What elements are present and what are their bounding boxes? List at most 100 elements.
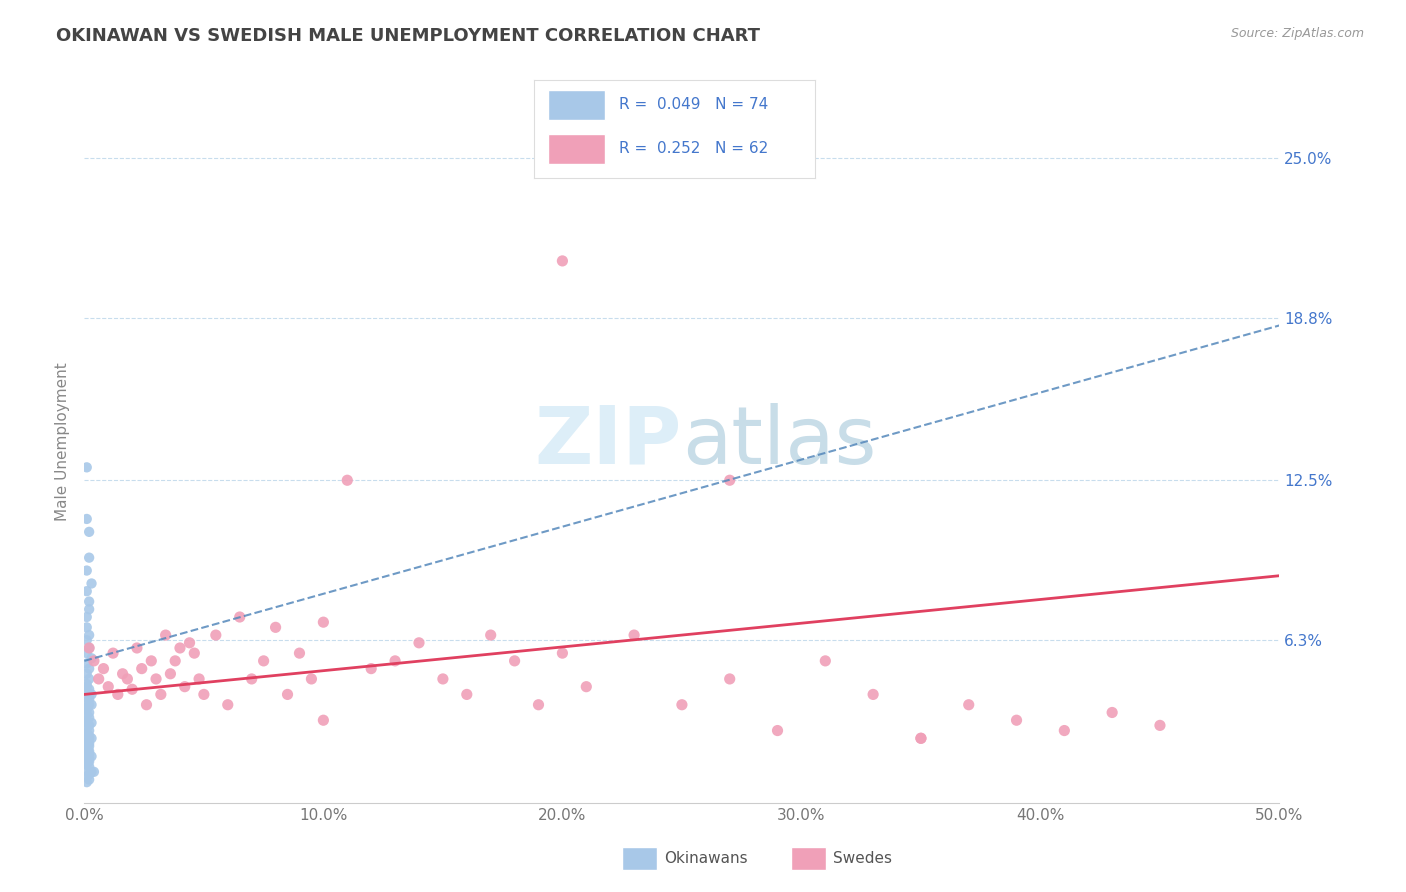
Point: [77, 760, 100, 774]
Point: [432, 672, 454, 686]
Point: [551, 254, 574, 268]
Point: [551, 646, 574, 660]
Point: [76, 666, 98, 681]
Point: [76, 726, 98, 740]
Point: [76, 775, 98, 789]
Point: [80, 576, 103, 591]
Point: [77, 550, 100, 565]
Point: [76, 703, 98, 717]
Point: [766, 723, 789, 738]
Point: [408, 636, 430, 650]
Point: [76, 741, 98, 756]
Point: [957, 698, 980, 712]
Point: [77, 602, 100, 616]
Point: [76, 736, 98, 750]
Point: [77, 739, 100, 753]
Point: [149, 687, 172, 701]
Point: [77, 736, 100, 750]
Point: [80, 731, 103, 746]
Point: [76, 744, 98, 758]
Point: [77, 594, 100, 608]
Text: Okinawans: Okinawans: [664, 852, 748, 866]
Point: [205, 628, 228, 642]
Point: [107, 687, 129, 701]
Point: [173, 680, 195, 694]
Point: [277, 687, 299, 701]
Point: [159, 666, 181, 681]
Point: [503, 654, 526, 668]
Point: [76, 757, 98, 772]
Point: [76, 512, 98, 526]
Point: [165, 654, 187, 668]
Point: [97, 680, 120, 694]
Point: [77, 744, 100, 758]
Point: [101, 646, 124, 660]
Point: [125, 640, 148, 655]
Point: [77, 767, 100, 781]
Point: [76, 749, 98, 764]
Point: [77, 718, 100, 732]
Point: [253, 654, 276, 668]
Point: [76, 690, 98, 704]
Point: [76, 657, 98, 671]
Point: [301, 672, 323, 686]
Point: [76, 731, 98, 746]
Point: [527, 698, 550, 712]
Point: [76, 584, 98, 599]
Point: [77, 692, 100, 706]
Point: [1149, 718, 1171, 732]
Point: [135, 698, 157, 712]
Point: [77, 706, 100, 720]
Point: [76, 646, 98, 660]
Point: [336, 473, 359, 487]
Point: [76, 680, 98, 694]
Point: [77, 640, 100, 655]
Point: [111, 666, 134, 681]
Point: [910, 731, 932, 746]
Point: [80, 687, 103, 701]
Point: [76, 708, 98, 723]
Point: [479, 628, 502, 642]
Point: [456, 687, 478, 701]
Point: [77, 687, 100, 701]
Point: [76, 741, 98, 756]
Point: [77, 524, 100, 539]
Point: [77, 662, 100, 676]
Bar: [548, 90, 605, 120]
Point: [575, 680, 598, 694]
Point: [240, 672, 263, 686]
Point: [814, 654, 837, 668]
Point: [141, 654, 163, 668]
Point: [76, 713, 98, 727]
Point: [93, 662, 115, 676]
Point: [183, 646, 205, 660]
Point: [179, 636, 201, 650]
Point: [217, 698, 239, 712]
Point: [312, 615, 335, 630]
Point: [77, 729, 100, 743]
Point: [1005, 713, 1028, 727]
Text: Source: ZipAtlas.com: Source: ZipAtlas.com: [1230, 27, 1364, 40]
Point: [76, 770, 98, 784]
Point: [1101, 706, 1123, 720]
Point: [910, 731, 932, 746]
Point: [76, 700, 98, 714]
Point: [77, 711, 100, 725]
Point: [76, 695, 98, 709]
Text: ZIP: ZIP: [534, 402, 682, 481]
Text: Swedes: Swedes: [832, 852, 891, 866]
Point: [77, 682, 100, 697]
Point: [76, 752, 98, 766]
Point: [155, 628, 177, 642]
Point: [623, 628, 645, 642]
Point: [77, 672, 100, 686]
Text: atlas: atlas: [682, 402, 876, 481]
Point: [384, 654, 406, 668]
Point: [76, 685, 98, 699]
Point: [77, 628, 100, 642]
Point: [1053, 723, 1076, 738]
Text: OKINAWAN VS SWEDISH MALE UNEMPLOYMENT CORRELATION CHART: OKINAWAN VS SWEDISH MALE UNEMPLOYMENT CO…: [56, 27, 761, 45]
Point: [169, 640, 191, 655]
Point: [77, 640, 100, 655]
Point: [87, 672, 110, 686]
